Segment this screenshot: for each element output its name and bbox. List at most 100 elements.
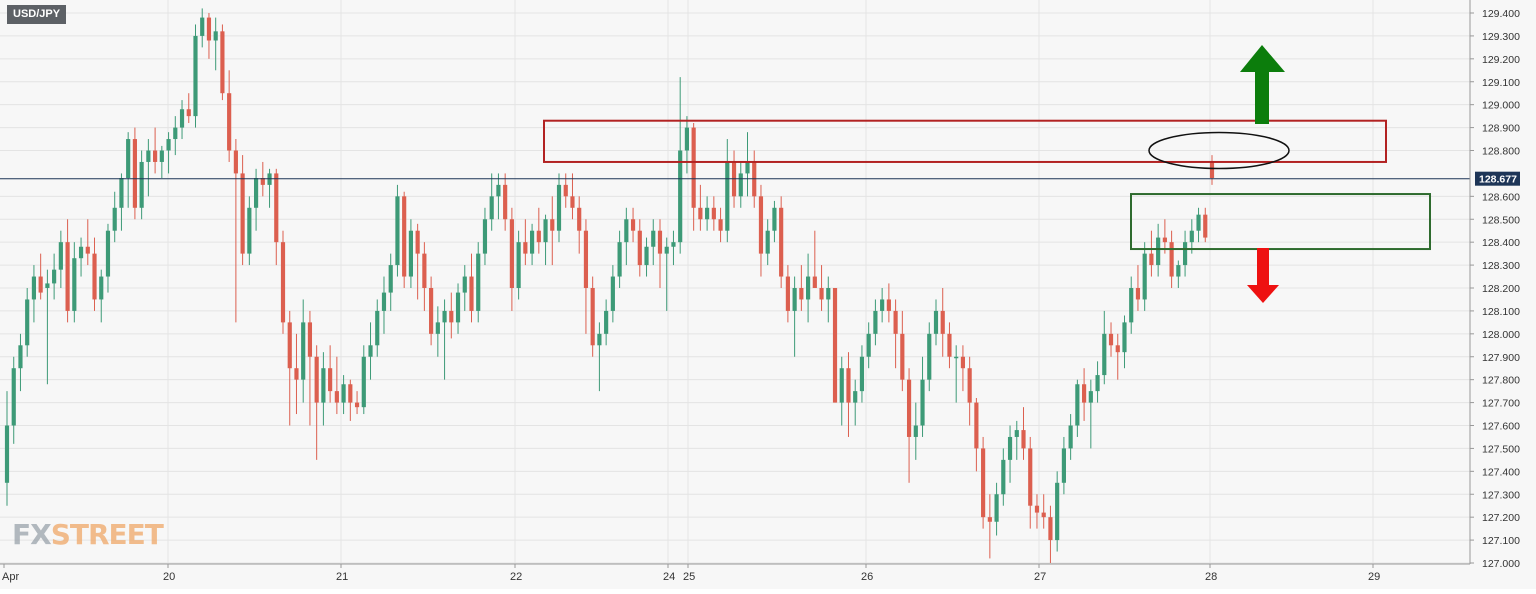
candle-body — [193, 35, 198, 117]
fxstreet-logo: FXSTREET — [12, 518, 164, 551]
candle-body — [294, 368, 299, 380]
candle-body — [442, 310, 447, 323]
candle-body — [341, 384, 346, 403]
candle-body — [577, 207, 582, 231]
bullish-arrow-up-icon — [1240, 45, 1285, 124]
candle-body — [1075, 384, 1080, 426]
candle-body — [206, 17, 212, 41]
candle-body — [583, 230, 589, 288]
candle-body — [11, 368, 16, 426]
candle-body — [321, 368, 326, 403]
candle-body — [644, 246, 649, 266]
candle-body — [368, 345, 373, 357]
candle-body — [550, 219, 555, 231]
candle-body — [1182, 242, 1188, 266]
candle-body — [799, 288, 804, 300]
candle-body — [671, 242, 676, 247]
candle-body — [1048, 517, 1053, 541]
candle-body — [1169, 242, 1174, 277]
candle-body — [705, 207, 710, 220]
candle-body — [1162, 237, 1167, 243]
grid — [0, 0, 1470, 564]
candle-body — [260, 178, 265, 185]
candle-body — [469, 276, 474, 311]
x-tick-label: 25 — [683, 571, 695, 583]
candle-body — [880, 299, 885, 311]
candle-body — [1068, 425, 1073, 449]
bearish-arrow-down-icon — [1247, 248, 1279, 303]
candle-body — [893, 310, 898, 334]
candle-body — [348, 384, 353, 403]
candle-body — [455, 292, 461, 323]
x-tick-label: 28 — [1205, 571, 1217, 583]
candle-body — [866, 333, 871, 357]
candle-body — [153, 150, 158, 162]
candle-body — [967, 368, 972, 403]
candle-body — [664, 246, 669, 254]
x-tick-label: 21 — [336, 571, 348, 583]
candle-body — [684, 127, 690, 151]
candle-body — [1001, 459, 1006, 495]
current-price-badge — [1475, 171, 1520, 186]
candle-body — [657, 230, 663, 254]
candle-body — [812, 276, 817, 288]
x-tick-label: 26 — [861, 571, 873, 583]
candle-body — [610, 276, 615, 311]
x-tick-label: Apr — [2, 571, 19, 583]
candle-body — [556, 184, 562, 231]
candle-body — [301, 322, 306, 380]
candle-body — [1189, 230, 1194, 243]
y-tick-label: 127.500 — [1482, 443, 1520, 455]
candle-body — [758, 196, 764, 254]
candle-body — [994, 494, 999, 522]
candle-body — [691, 127, 696, 208]
y-tick-label: 127.000 — [1482, 558, 1520, 570]
candle-body — [38, 276, 43, 293]
candle-body — [604, 310, 609, 334]
candle-body — [72, 258, 77, 311]
candle-body — [186, 109, 191, 117]
candle-body — [52, 269, 57, 284]
y-tick-label: 128.100 — [1482, 306, 1520, 318]
y-tick-label: 129.400 — [1482, 8, 1520, 20]
candle-body — [1122, 322, 1127, 353]
candle-body — [785, 276, 790, 311]
candle-body — [1129, 288, 1134, 323]
candle-body — [253, 178, 259, 208]
candle-body — [112, 207, 117, 231]
axes: 129.400 129.300 129.200 129.100 129.000 128.9… — [0, 0, 1520, 583]
candle-body — [933, 310, 939, 334]
candle-body — [314, 356, 319, 403]
candle-body — [200, 17, 205, 36]
candle-body — [132, 139, 137, 208]
candle-body — [45, 283, 50, 288]
candle-body — [1007, 436, 1013, 460]
y-tick-label: 127.700 — [1482, 398, 1520, 410]
candle-body — [886, 299, 891, 311]
candle-body — [617, 242, 622, 277]
x-tick-label: 20 — [163, 571, 175, 583]
candle-body — [947, 333, 952, 357]
candle-body — [1088, 391, 1093, 403]
candle-body — [745, 161, 750, 174]
candle-body — [476, 253, 481, 311]
candle-body — [725, 161, 730, 231]
y-tick-label: 129.000 — [1482, 100, 1520, 112]
candle-body — [78, 246, 84, 259]
y-tick-label: 129.300 — [1482, 31, 1520, 43]
candle-body — [422, 253, 427, 288]
candle-body — [839, 368, 844, 403]
y-tick-label: 128.600 — [1482, 191, 1520, 203]
candle-body — [536, 230, 541, 243]
candle-body — [1021, 430, 1026, 449]
candle-body — [651, 230, 656, 247]
candle-body — [449, 310, 454, 323]
candle-body — [159, 150, 164, 162]
symbol-label: USD/JPY — [7, 5, 67, 24]
candle-body — [1041, 512, 1046, 518]
candle-body — [718, 219, 723, 231]
candle-body — [4, 425, 10, 483]
y-tick-label: 127.600 — [1482, 421, 1520, 433]
